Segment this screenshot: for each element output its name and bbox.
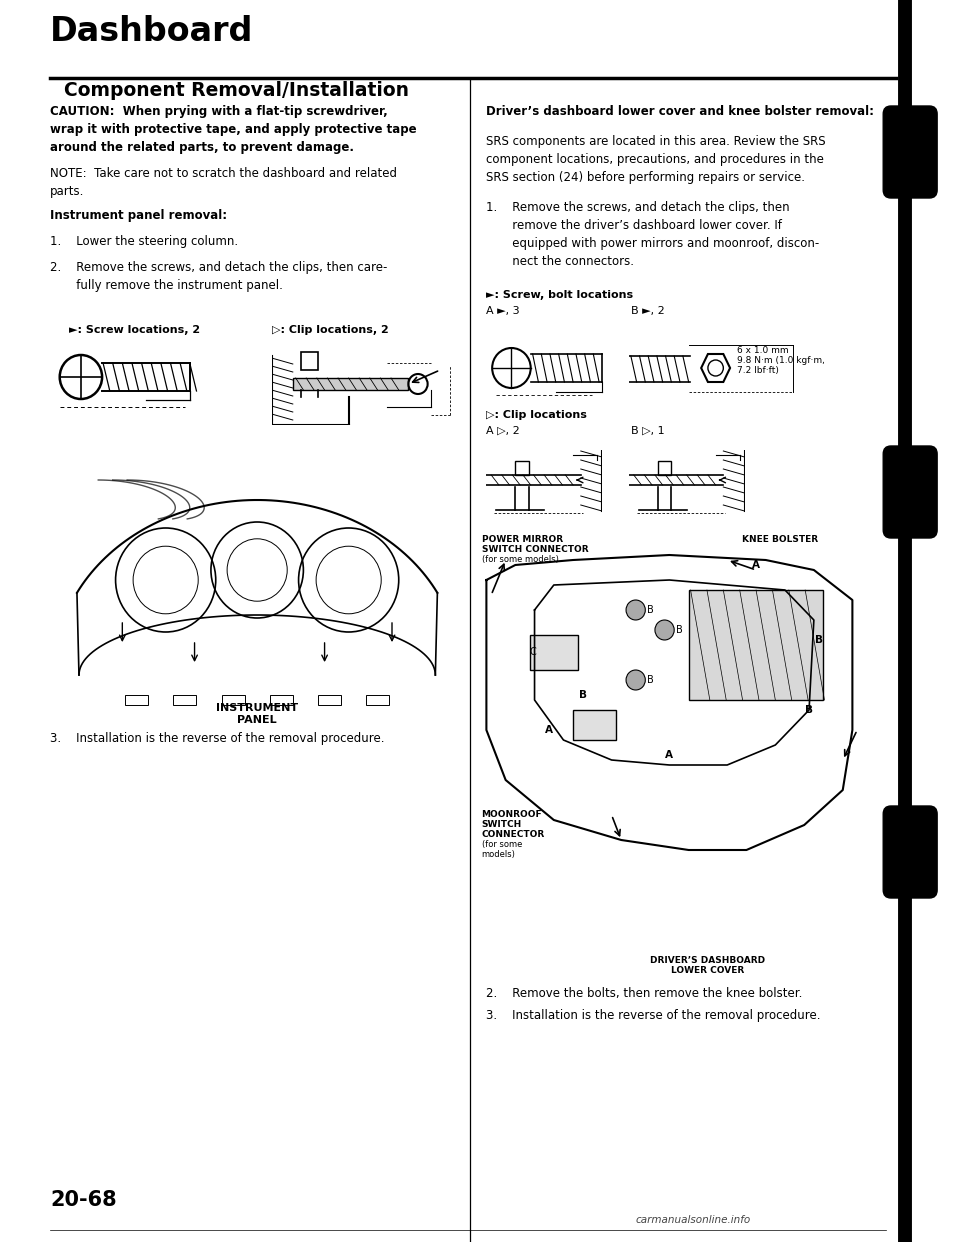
Text: equipped with power mirrors and moonroof, discon-: equipped with power mirrors and moonroof… — [487, 237, 820, 250]
Text: parts.: parts. — [50, 185, 84, 197]
Text: around the related parts, to prevent damage.: around the related parts, to prevent dam… — [50, 142, 354, 154]
Text: carmanualsonline.info: carmanualsonline.info — [636, 1215, 751, 1225]
Text: remove the driver’s dashboard lower cover. If: remove the driver’s dashboard lower cove… — [487, 219, 782, 232]
Text: 20-68: 20-68 — [50, 1190, 117, 1210]
Text: 1.    Lower the steering column.: 1. Lower the steering column. — [50, 235, 238, 248]
Text: SRS components are located in this area. Review the SRS: SRS components are located in this area.… — [487, 135, 826, 148]
Text: ▷: Clip locations: ▷: Clip locations — [487, 410, 588, 420]
Text: component locations, precautions, and procedures in the: component locations, precautions, and pr… — [487, 153, 825, 166]
Text: 2.    Remove the screws, and detach the clips, then care-: 2. Remove the screws, and detach the cli… — [50, 261, 388, 274]
Text: 2.    Remove the bolts, then remove the knee bolster.: 2. Remove the bolts, then remove the kne… — [487, 987, 803, 1000]
Text: Instrument panel removal:: Instrument panel removal: — [50, 209, 228, 222]
Text: 3.    Installation is the reverse of the removal procedure.: 3. Installation is the reverse of the re… — [50, 732, 385, 745]
Text: 3.    Installation is the reverse of the removal procedure.: 3. Installation is the reverse of the re… — [487, 1009, 821, 1022]
Text: B ▷, 1: B ▷, 1 — [631, 426, 664, 436]
Text: B ►, 2: B ►, 2 — [631, 306, 664, 315]
Text: SRS section (24) before performing repairs or service.: SRS section (24) before performing repai… — [487, 171, 805, 184]
Text: NOTE:  Take care not to scratch the dashboard and related: NOTE: Take care not to scratch the dashb… — [50, 166, 397, 180]
Text: 1.    Remove the screws, and detach the clips, then: 1. Remove the screws, and detach the cli… — [487, 201, 790, 214]
FancyBboxPatch shape — [883, 106, 937, 197]
Text: nect the connectors.: nect the connectors. — [487, 255, 635, 268]
Text: A ▷, 2: A ▷, 2 — [487, 426, 520, 436]
Text: ►: Screw, bolt locations: ►: Screw, bolt locations — [487, 289, 634, 301]
Text: ▷: Clip locations, 2: ▷: Clip locations, 2 — [272, 325, 389, 335]
Text: wrap it with protective tape, and apply protective tape: wrap it with protective tape, and apply … — [50, 123, 417, 137]
Text: CAUTION:  When prying with a flat-tip screwdriver,: CAUTION: When prying with a flat-tip scr… — [50, 106, 388, 118]
Text: ►: Screw locations, 2: ►: Screw locations, 2 — [69, 325, 201, 335]
Text: A ►, 3: A ►, 3 — [487, 306, 520, 315]
Text: Component Removal/Installation: Component Removal/Installation — [63, 81, 409, 101]
Text: Dashboard: Dashboard — [50, 15, 253, 48]
FancyBboxPatch shape — [883, 806, 937, 898]
Text: fully remove the instrument panel.: fully remove the instrument panel. — [50, 279, 283, 292]
Text: Driver’s dashboard lower cover and knee bolster removal:: Driver’s dashboard lower cover and knee … — [487, 106, 875, 118]
FancyBboxPatch shape — [883, 446, 937, 538]
